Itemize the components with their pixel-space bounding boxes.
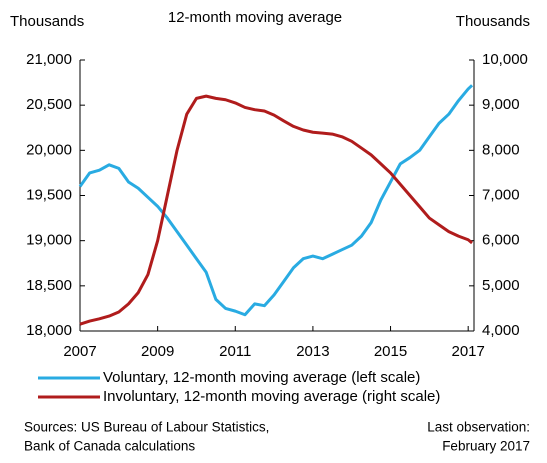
series-line: [78, 84, 474, 317]
y2-tick-label: 6,000: [482, 232, 520, 249]
y2-tick-label: 8,000: [482, 141, 520, 158]
y2-axis-label: Thousands: [456, 13, 530, 30]
legend-label: Involuntary, 12-month moving average (ri…: [103, 388, 440, 405]
x-tick-label: 2015: [374, 343, 407, 360]
y2-tick-label: 5,000: [482, 277, 520, 294]
y-tick-label: 19,500: [26, 186, 72, 203]
y2-tick-label: 4,000: [482, 322, 520, 339]
y-tick-label: 18,000: [26, 322, 72, 339]
source-line: Sources: US Bureau of Labour Statistics,: [24, 420, 269, 435]
y-tick-label: 19,000: [26, 232, 72, 249]
y-axis-label: Thousands: [10, 13, 84, 30]
legend-label: Voluntary, 12-month moving average (left…: [103, 369, 420, 386]
x-tick-label: 2017: [451, 343, 484, 360]
x-tick-label: 2007: [63, 343, 96, 360]
source-line: Bank of Canada calculations: [24, 439, 195, 454]
y-tick-label: 20,500: [26, 96, 72, 113]
x-tick-label: 2013: [296, 343, 329, 360]
y2-tick-label: 9,000: [482, 96, 520, 113]
x-tick-label: 2009: [141, 343, 174, 360]
chart-title: 12-month moving average: [168, 9, 342, 26]
y-tick-label: 20,000: [26, 141, 72, 158]
x-tick-label: 2011: [219, 343, 251, 360]
last-observation: February 2017: [442, 439, 530, 454]
series-line: [79, 94, 474, 326]
last-observation: Last observation:: [427, 420, 530, 435]
y2-tick-label: 7,000: [482, 186, 520, 203]
y-tick-label: 18,500: [26, 277, 72, 294]
y-tick-label: 21,000: [26, 51, 72, 68]
y2-tick-label: 10,000: [482, 51, 528, 68]
